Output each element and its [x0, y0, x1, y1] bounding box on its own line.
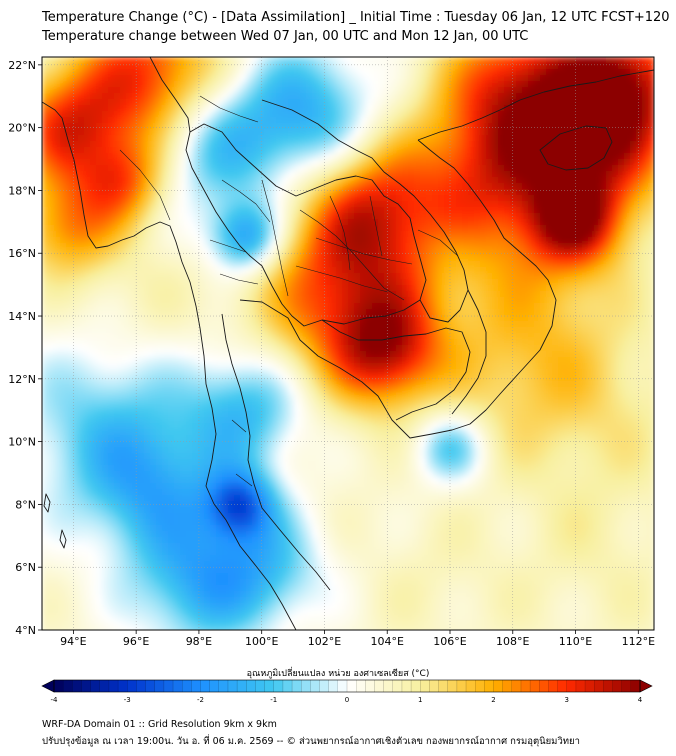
axis-tick-labels: 94°E 96°E 98°E 100°E 102°E 104°E 106°E 108°E 110…	[8, 59, 655, 648]
lat-tick-label: 22°N	[8, 59, 36, 72]
lon-tick-label: 110°E	[559, 635, 592, 648]
lat-tick-label: 20°N	[8, 122, 36, 135]
lat-lon-gridlines	[42, 57, 654, 630]
lon-tick-label: 104°E	[371, 635, 404, 648]
lat-tick-label: 18°N	[8, 184, 36, 197]
lat-tick-label: 4°N	[15, 624, 36, 637]
footer-model-info: WRF-DA Domain 01 :: Grid Resolution 9km …	[42, 719, 277, 730]
colorbar-tick-label: 0	[345, 696, 349, 704]
axis-ticks	[38, 64, 639, 634]
map-title: Temperature Change (°C) - [Data Assimila…	[42, 10, 670, 25]
country-boundaries	[42, 57, 654, 630]
lat-tick-label: 16°N	[8, 247, 36, 260]
colorbar: -4 -3 -2 -1 0 1 2 3 4	[41, 679, 653, 704]
colorbar-tick-label: -4	[51, 696, 59, 704]
lat-tick-label: 10°N	[8, 436, 36, 449]
lon-tick-label: 102°E	[308, 635, 341, 648]
footer-update-info: ปรับปรุงข้อมูล ณ เวลา 19:00น. วัน อ. ที่…	[42, 736, 580, 747]
colorbar-min-arrow	[41, 679, 55, 693]
map-frame	[41, 56, 655, 631]
lon-tick-label: 112°E	[622, 635, 655, 648]
lat-tick-label: 8°N	[15, 498, 36, 511]
lon-tick-label: 98°E	[186, 635, 212, 648]
colorbar-tick-label: -1	[270, 696, 277, 704]
colorbar-tick-label: -3	[124, 696, 131, 704]
lon-tick-label: 106°E	[433, 635, 466, 648]
lat-tick-label: 14°N	[8, 310, 36, 323]
colorbar-tick-label: 3	[565, 696, 569, 704]
lon-tick-label: 94°E	[60, 635, 86, 648]
colorbar-tick-label: -2	[197, 696, 204, 704]
lon-tick-label: 100°E	[245, 635, 278, 648]
colorbar-max-arrow	[639, 679, 653, 693]
map-subtitle: Temperature change between Wed 07 Jan, 0…	[42, 29, 529, 44]
temperature-field	[42, 57, 654, 630]
lon-tick-label: 108°E	[496, 635, 529, 648]
colorbar-tick-label: 1	[418, 696, 422, 704]
colorbar-tick-label: 2	[491, 696, 495, 704]
colorbar-title: อุณหภูมิเปลี่ยนแปลง หน่วย องศาเซลเซียส (…	[246, 669, 430, 679]
colorbar-tick-label: 4	[638, 696, 643, 704]
lon-tick-label: 96°E	[123, 635, 149, 648]
lat-tick-label: 6°N	[15, 561, 36, 574]
lat-tick-label: 12°N	[8, 373, 36, 386]
